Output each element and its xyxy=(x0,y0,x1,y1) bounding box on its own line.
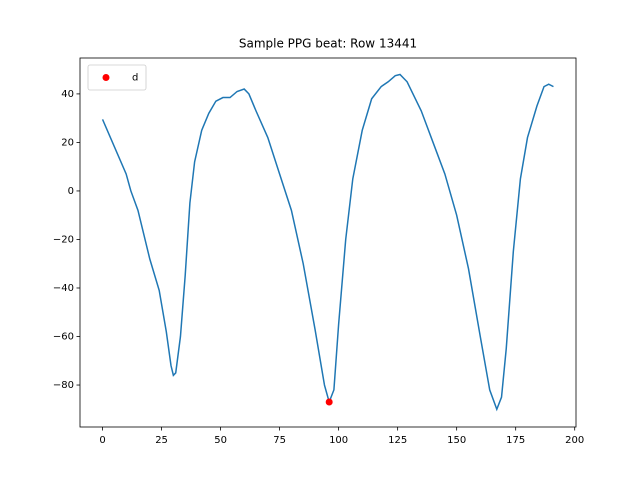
chart-title: Sample PPG beat: Row 13441 xyxy=(239,37,417,51)
x-tick-label: 200 xyxy=(565,435,584,446)
x-tick-label: 50 xyxy=(214,435,227,446)
legend-marker xyxy=(102,74,110,81)
y-tick-label: −80 xyxy=(53,380,74,391)
y-tick-label: 20 xyxy=(61,137,74,148)
point xyxy=(325,398,333,406)
y-tick-label: 40 xyxy=(61,89,74,100)
y-tick-label: −40 xyxy=(53,283,74,294)
legend-box xyxy=(87,64,147,91)
x-tick-label: 100 xyxy=(329,435,348,446)
x-tick-label: 75 xyxy=(273,435,286,446)
x-tick-label: 125 xyxy=(388,435,407,446)
x-tick-label: 25 xyxy=(155,435,168,446)
y-tick-label: −20 xyxy=(53,234,74,245)
plot-frame xyxy=(79,57,577,428)
y-tick-label: −60 xyxy=(53,332,74,343)
x-tick-label: 175 xyxy=(506,435,525,446)
x-tick-label: 150 xyxy=(447,435,466,446)
legend-label: d xyxy=(132,73,138,84)
line xyxy=(101,73,554,412)
y-tick-label: 0 xyxy=(68,186,74,197)
x-tick-label: 0 xyxy=(99,435,105,446)
